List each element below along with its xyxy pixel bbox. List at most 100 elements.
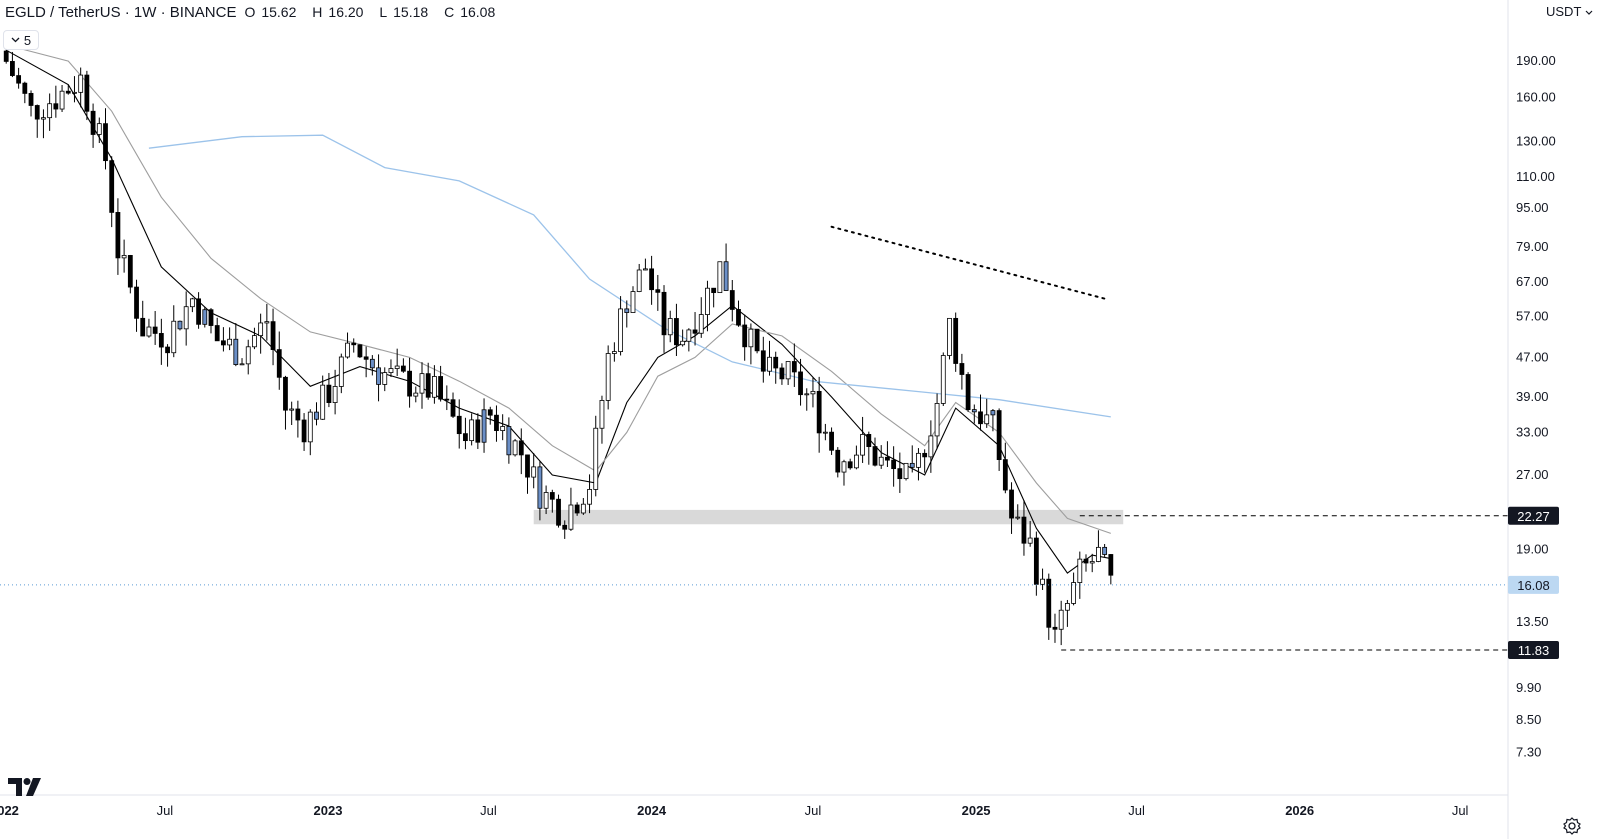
candle-body [3, 50, 9, 62]
candle [779, 363, 785, 385]
candle-body [1083, 558, 1089, 564]
candle [146, 318, 152, 338]
candle-body [593, 427, 599, 490]
currency-label: USDT [1546, 4, 1582, 19]
candle [233, 323, 239, 367]
candle [239, 358, 245, 366]
candle [1015, 504, 1021, 520]
ohlc-values: O 15.62 H 16.20 L 15.18 C 16.08 [244, 4, 496, 20]
candle [885, 441, 890, 468]
currency-selector[interactable]: USDT [1546, 4, 1593, 19]
candle-body [400, 365, 406, 372]
candle-body [655, 289, 661, 293]
candle-body [425, 373, 431, 398]
candle-body [711, 287, 717, 294]
symbol-title[interactable]: EGLD / TetherUS · 1W · BINANCE [5, 4, 237, 21]
candle-body [227, 338, 233, 346]
candle [432, 365, 437, 404]
candle-body [990, 410, 996, 416]
candle [705, 280, 710, 332]
candle [1102, 543, 1108, 557]
candle [177, 320, 183, 331]
candle [481, 398, 487, 453]
candle [760, 336, 766, 383]
candle [22, 81, 28, 104]
candle-body [965, 374, 971, 411]
candle [1021, 500, 1027, 556]
candle-body [432, 376, 437, 398]
candle [376, 354, 381, 402]
time-tick-label: Jul [1128, 803, 1145, 818]
candle-body [903, 462, 909, 480]
candle [438, 365, 444, 402]
candle-body [301, 419, 307, 443]
close-value: 16.08 [460, 4, 496, 20]
candle [680, 329, 686, 347]
candle [456, 399, 462, 449]
candle [947, 317, 952, 360]
settings-gear-icon[interactable] [1562, 816, 1582, 836]
low-value: 15.18 [393, 4, 429, 20]
candle [500, 414, 506, 441]
candle [214, 317, 220, 342]
candle [1089, 553, 1095, 573]
candle [208, 308, 214, 334]
indicators-toggle-button[interactable]: 5 [3, 30, 39, 50]
candle-body [866, 434, 872, 447]
candle-body [537, 466, 543, 509]
candle-body [791, 361, 797, 373]
candle [1027, 521, 1033, 547]
candle [729, 279, 735, 322]
candle-body [624, 308, 630, 313]
candle [301, 413, 307, 451]
candle [115, 198, 121, 275]
candle-body [717, 261, 723, 294]
chevron-down-icon [11, 37, 20, 43]
candle-body [90, 110, 96, 135]
candle-body [376, 367, 381, 385]
candle-body [252, 335, 257, 348]
candle [202, 307, 208, 328]
candle [754, 328, 760, 354]
time-tick-label: Jul [1452, 803, 1469, 818]
candle-body [847, 461, 853, 469]
candle [72, 76, 77, 103]
candle-body [543, 492, 549, 509]
candle [642, 258, 648, 271]
candle-body [680, 340, 686, 346]
candle-body [270, 321, 276, 351]
candle-body [822, 431, 828, 434]
candle-body [369, 358, 375, 369]
price-tick-label: 8.50 [1516, 712, 1541, 727]
dotted-trendline[interactable] [830, 225, 1106, 300]
price-badge-bg [1508, 506, 1559, 525]
candle [326, 372, 332, 408]
candle [940, 352, 946, 407]
candle [264, 303, 270, 341]
candle [773, 351, 779, 384]
candle-body [599, 400, 605, 429]
candle-body [1071, 582, 1076, 604]
candle-body [1009, 489, 1014, 519]
candle-body [1102, 546, 1108, 555]
candle-body [506, 426, 512, 456]
candle [518, 428, 524, 475]
candle [158, 318, 164, 365]
candle-body [177, 320, 183, 330]
candle-body [382, 372, 388, 385]
candle [587, 474, 592, 514]
tradingview-logo-icon[interactable] [8, 778, 44, 796]
candle [351, 338, 357, 353]
time-tick-label: 2023 [314, 803, 343, 818]
indicator-count: 5 [23, 32, 32, 48]
price-badge-label: 11.83 [1518, 643, 1550, 658]
candle [686, 328, 692, 352]
candle-body [692, 329, 698, 334]
candle-body [959, 363, 965, 375]
candle [878, 445, 884, 469]
candle [649, 255, 655, 305]
support-zone-rect[interactable] [533, 509, 1124, 525]
candle [897, 452, 903, 493]
